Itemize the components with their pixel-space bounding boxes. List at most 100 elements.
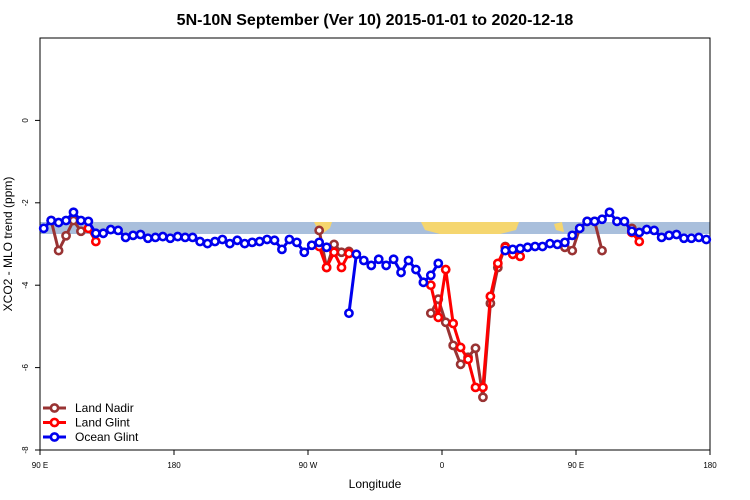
data-point xyxy=(202,238,213,249)
data-point xyxy=(448,318,459,329)
land-mask-strip xyxy=(40,222,710,234)
data-point xyxy=(567,230,578,241)
data-point xyxy=(388,254,399,265)
data-point xyxy=(507,244,518,255)
legend-marker xyxy=(49,403,60,413)
data-point xyxy=(344,308,354,319)
data-point xyxy=(686,233,697,244)
data-point xyxy=(351,249,362,260)
legend-marker xyxy=(49,432,60,442)
data-point xyxy=(664,230,674,241)
data-point xyxy=(83,216,94,227)
y-tick-label: -8 xyxy=(21,446,30,454)
data-point xyxy=(98,228,109,239)
data-point xyxy=(336,262,347,273)
data-point xyxy=(425,280,436,291)
data-point xyxy=(425,270,436,281)
legend-label: Land Nadir xyxy=(75,401,134,415)
plot-frame xyxy=(39,37,711,451)
data-point xyxy=(187,232,198,243)
data-point xyxy=(329,247,339,258)
data-point xyxy=(597,214,607,225)
data-point xyxy=(433,312,444,323)
series xyxy=(38,207,712,319)
data-point xyxy=(61,215,71,226)
legend-marker xyxy=(49,417,60,428)
data-point xyxy=(314,225,325,236)
data-point xyxy=(68,207,79,218)
data-point xyxy=(559,237,570,248)
data-point xyxy=(574,223,585,234)
x-tick-label: 90 E xyxy=(568,461,584,470)
data-point xyxy=(693,232,704,243)
data-point xyxy=(329,239,339,250)
data-point xyxy=(224,238,235,249)
data-point xyxy=(321,262,332,273)
data-point xyxy=(217,234,228,245)
x-tick-label: 90 E xyxy=(32,461,48,470)
legend-label: Land Glint xyxy=(75,416,130,430)
data-point xyxy=(515,243,526,254)
legend-label: Ocean Glint xyxy=(75,430,139,444)
data-point xyxy=(634,236,645,247)
data-point xyxy=(612,216,622,227)
data-point xyxy=(336,247,347,258)
x-axis-title: Longitude xyxy=(349,477,402,491)
data-point xyxy=(239,238,250,249)
data-point xyxy=(366,260,377,271)
data-point xyxy=(597,245,607,256)
data-point xyxy=(515,251,526,262)
data-point xyxy=(411,264,421,275)
data-point xyxy=(478,392,488,403)
data-point xyxy=(150,232,161,243)
data-point xyxy=(373,254,384,265)
data-point xyxy=(381,260,392,271)
data-point xyxy=(135,229,146,240)
data-point xyxy=(671,229,682,240)
y-axis-title: XCO2 - MLO trend (ppm) xyxy=(1,177,15,312)
data-point xyxy=(306,240,317,251)
data-point xyxy=(314,237,325,248)
data-point xyxy=(522,242,533,253)
data-point xyxy=(128,230,138,241)
data-point xyxy=(277,244,287,255)
data-point xyxy=(425,308,436,319)
data-point xyxy=(492,258,503,269)
ocean-strip xyxy=(40,222,710,234)
x-tick-label: 180 xyxy=(167,461,181,470)
data-point xyxy=(418,277,429,288)
y-tick-label: -2 xyxy=(21,199,30,207)
data-point xyxy=(358,255,369,266)
data-point xyxy=(210,236,220,247)
data-point xyxy=(641,224,652,235)
data-point xyxy=(403,255,414,266)
data-point xyxy=(448,340,459,351)
data-point xyxy=(344,248,354,259)
data-point xyxy=(396,267,406,278)
data-point xyxy=(90,228,101,239)
data-point xyxy=(53,245,64,256)
data-point xyxy=(589,216,600,227)
data-point xyxy=(604,207,615,218)
y-tick-label: 0 xyxy=(21,118,30,123)
data-point xyxy=(619,216,630,227)
data-point xyxy=(485,291,496,302)
data-point xyxy=(470,382,481,393)
data-point xyxy=(440,264,451,275)
chart-title: 5N-10N September (Ver 10) 2015-01-01 to … xyxy=(177,12,574,29)
data-point xyxy=(180,232,191,243)
data-point xyxy=(552,239,563,250)
data-point xyxy=(545,238,555,249)
data-point xyxy=(433,258,444,269)
data-point xyxy=(530,241,540,252)
x-tick-label: 90 W xyxy=(299,461,318,470)
data-point xyxy=(172,231,183,242)
data-point xyxy=(61,230,71,241)
y-tick-label: -6 xyxy=(21,363,30,371)
data-point xyxy=(165,233,176,244)
data-point xyxy=(470,343,481,354)
data-point xyxy=(68,215,79,226)
